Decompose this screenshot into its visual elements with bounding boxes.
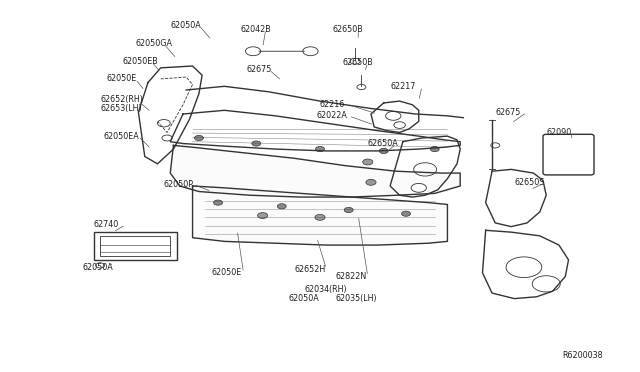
Text: R6200038: R6200038: [562, 351, 603, 360]
Circle shape: [430, 147, 439, 152]
Circle shape: [316, 147, 324, 152]
Text: 62050EB: 62050EB: [122, 57, 158, 66]
Text: 62050EA: 62050EA: [103, 132, 139, 141]
Circle shape: [344, 208, 353, 212]
Circle shape: [214, 200, 223, 205]
Text: 62652(RH): 62652(RH): [100, 95, 143, 104]
Circle shape: [363, 159, 373, 165]
Text: 62650B: 62650B: [333, 25, 364, 33]
Text: 62050E: 62050E: [212, 268, 242, 277]
Text: 62822N: 62822N: [336, 272, 367, 281]
Text: 62050GA: 62050GA: [135, 39, 172, 48]
Circle shape: [277, 204, 286, 209]
Polygon shape: [193, 186, 447, 245]
Circle shape: [380, 148, 388, 154]
Text: 62650S: 62650S: [515, 178, 545, 187]
Polygon shape: [170, 145, 460, 197]
Circle shape: [195, 135, 204, 141]
Text: 62216: 62216: [320, 100, 345, 109]
Circle shape: [366, 179, 376, 185]
Circle shape: [252, 141, 260, 146]
Text: 62653(LH): 62653(LH): [100, 104, 142, 113]
Text: 62650B: 62650B: [342, 58, 373, 67]
Text: 62042B: 62042B: [241, 25, 271, 33]
Text: 62050E: 62050E: [106, 74, 137, 83]
Circle shape: [315, 214, 325, 220]
Text: 62740: 62740: [94, 220, 119, 229]
Text: 62035(LH): 62035(LH): [336, 294, 378, 303]
Text: 62652H: 62652H: [294, 264, 326, 273]
Text: 62050A: 62050A: [288, 294, 319, 303]
Text: 62675: 62675: [495, 108, 520, 117]
Text: 62650A: 62650A: [368, 139, 399, 148]
Text: 62034(RH): 62034(RH): [304, 285, 347, 294]
Text: 62090: 62090: [546, 128, 572, 137]
Text: 62050A: 62050A: [83, 263, 114, 272]
Text: 62022A: 62022A: [317, 111, 348, 121]
Text: 62050P: 62050P: [164, 180, 194, 189]
Circle shape: [257, 212, 268, 218]
Circle shape: [401, 211, 410, 216]
Text: 62050A: 62050A: [170, 21, 201, 30]
Text: 62217: 62217: [390, 82, 415, 91]
Text: 62675: 62675: [246, 65, 272, 74]
